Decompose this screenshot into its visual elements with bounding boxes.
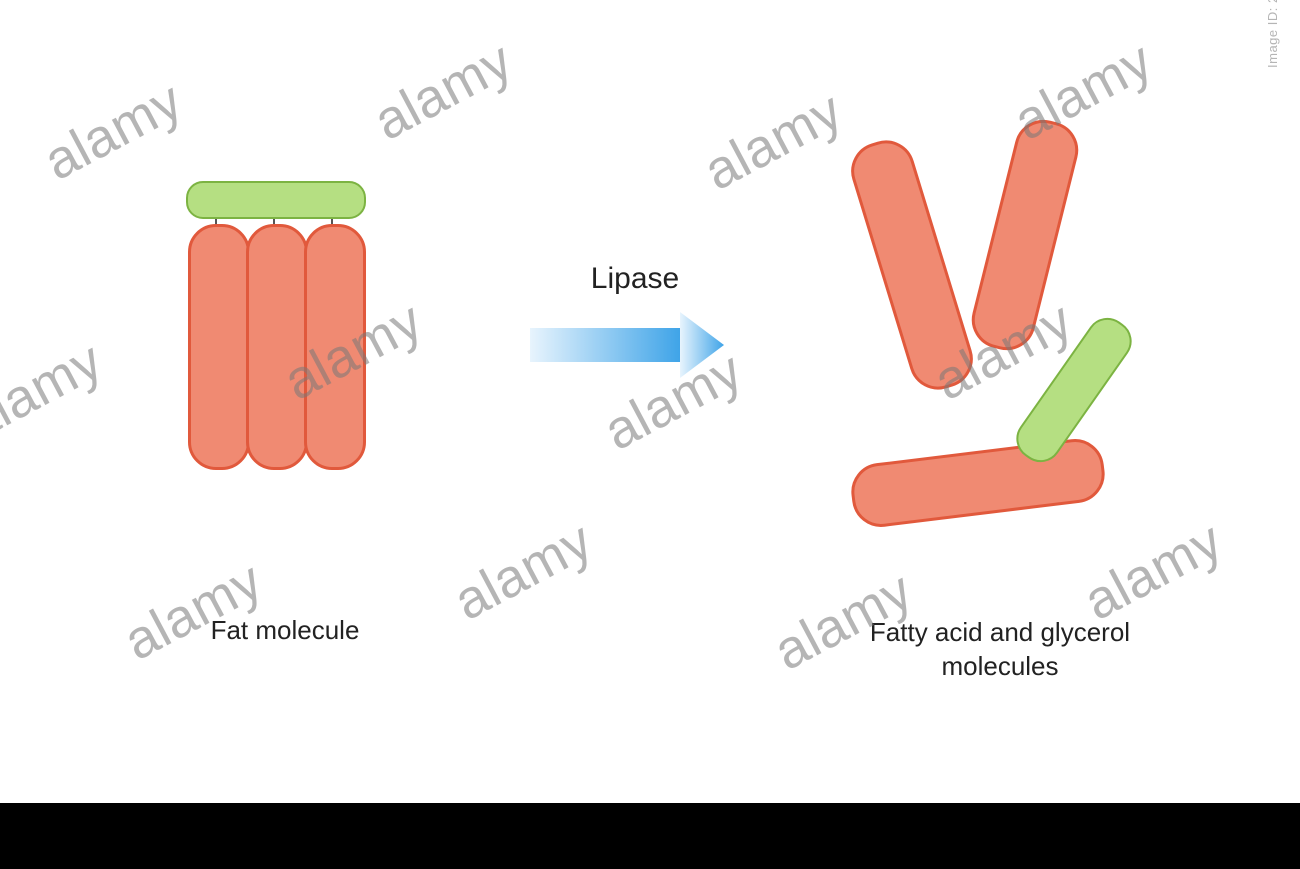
watermark-text: alamy bbox=[364, 29, 523, 153]
fatty-acid-pill bbox=[246, 224, 308, 470]
footer-bar: alamy Image ID: 2K8F1GB bbox=[0, 803, 1300, 869]
watermark-text: alamy bbox=[34, 69, 193, 193]
watermark-text: alamy bbox=[694, 79, 853, 203]
glycerol-pill bbox=[186, 181, 366, 219]
watermark-text: alamy bbox=[444, 509, 603, 633]
arrow-icon bbox=[530, 310, 740, 380]
fatty-acid-pill bbox=[844, 133, 980, 397]
watermark-text: alamy bbox=[114, 549, 273, 673]
fatty-acid-pill bbox=[188, 224, 250, 470]
fat-molecule-label: Fat molecule bbox=[175, 615, 395, 646]
diagram-stage: Lipase Fat molecule Fatty acid and glyce… bbox=[0, 0, 1300, 869]
lipase-label: Lipase bbox=[555, 262, 715, 296]
products-label: Fatty acid and glycerol molecules bbox=[810, 615, 1190, 683]
fatty-acid-pill bbox=[966, 114, 1085, 357]
reaction-arrow bbox=[530, 310, 740, 385]
fatty-acid-pill bbox=[848, 436, 1108, 530]
watermark-text: alamy bbox=[0, 329, 113, 453]
image-code-side: Image ID: 2K8F1GB bbox=[1265, 0, 1280, 68]
fatty-acid-pill bbox=[304, 224, 366, 470]
